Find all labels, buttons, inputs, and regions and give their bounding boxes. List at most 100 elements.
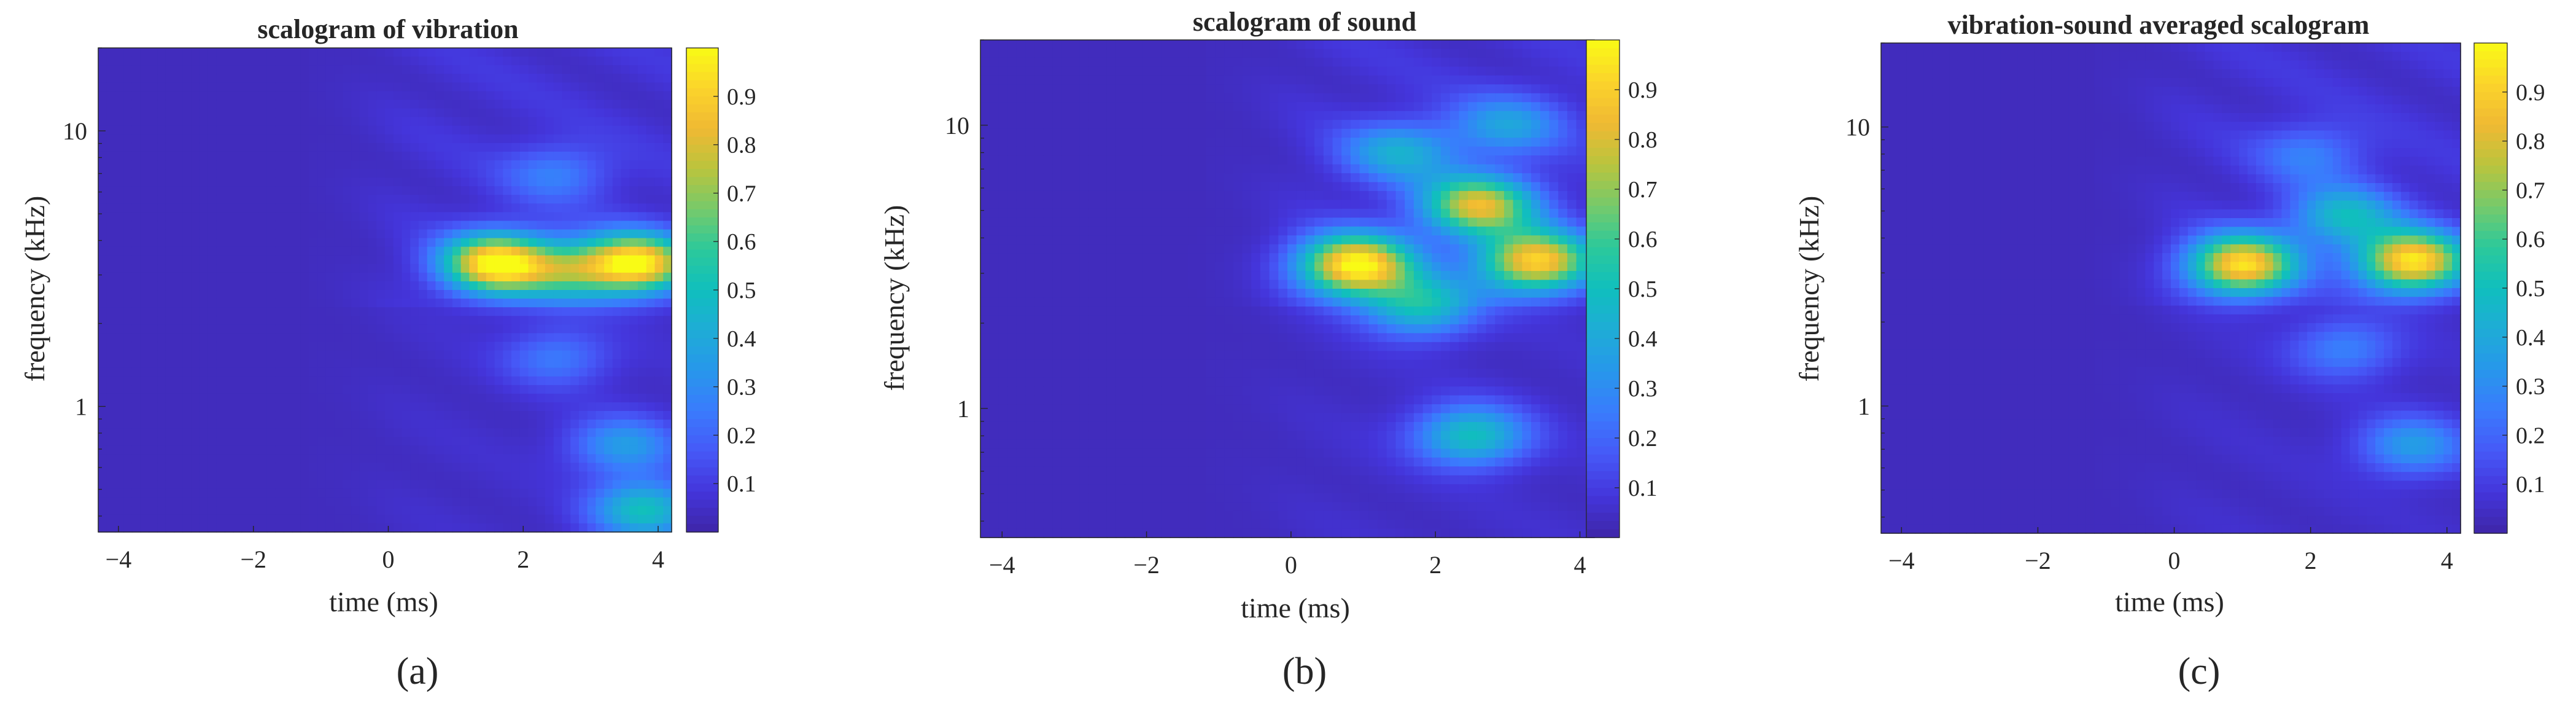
heatmap-cell [368,489,378,498]
heatmap-cell [292,333,301,342]
heatmap-cell [478,428,487,437]
heatmap-cell [435,342,444,351]
heatmap-cell [141,445,150,455]
heatmap-cell [242,273,251,282]
heatmap-cell [233,472,242,481]
heatmap-cell [1071,386,1080,396]
heatmap-cell [588,160,597,170]
heatmap-cell [1125,448,1135,458]
heatmap-cell [343,65,352,74]
heatmap-cell [1034,76,1044,85]
heatmap-cell [275,351,284,360]
heatmap-cell [132,230,141,239]
heatmap-cell [646,368,656,377]
heatmap-cell [1080,297,1090,307]
heatmap-cell [1088,396,1098,405]
heatmap-cell [511,299,521,308]
heatmap-cell [663,281,672,291]
heatmap-cell [461,203,470,213]
heatmap-cell [1080,475,1090,485]
heatmap-cell [191,57,200,66]
heatmap-cell [452,169,462,178]
heatmap-cell [385,445,394,455]
heatmap-cell [478,152,487,161]
heatmap-cell [613,377,622,386]
heatmap-cell [1053,360,1063,369]
heatmap-cell [588,299,597,308]
heatmap-cell [638,126,647,135]
heatmap-cell [520,221,529,230]
heatmap-cell [1017,111,1026,120]
heatmap-cell [258,351,268,360]
heatmap-cell [216,498,225,507]
heatmap-cell [301,126,310,135]
heatmap-cell [309,109,318,118]
heatmap-cell [537,100,546,109]
heatmap-cell [570,135,580,144]
heatmap-cell [326,203,335,213]
heatmap-cell [1143,466,1153,475]
heatmap-cell [1143,227,1153,236]
heatmap-cell [1107,333,1117,342]
heatmap-cell [579,82,588,92]
heatmap-cell [486,169,495,178]
heatmap-cell [1034,289,1044,298]
heatmap-cell [537,281,546,291]
heatmap-cell [335,74,344,83]
heatmap-cell [486,377,495,386]
heatmap-cell [1007,404,1017,413]
heatmap-cell [216,152,225,161]
heatmap-cell [1143,440,1153,449]
heatmap-cell [1044,235,1053,245]
heatmap-cell [663,160,672,170]
heatmap-cell [200,117,209,127]
heatmap-cell [621,256,630,265]
heatmap-cell [461,100,470,109]
heatmap-cell [301,203,310,213]
heatmap-cell [1088,217,1098,227]
heatmap-cell [1061,147,1071,156]
heatmap-cell [351,506,360,515]
heatmap-cell [326,152,335,161]
heatmap-cell [141,143,150,152]
heatmap-cell [284,437,293,446]
heatmap-cell [570,385,580,394]
heatmap-cell [596,411,605,420]
heatmap-cell [98,57,107,66]
heatmap-cell [326,498,335,507]
heatmap-cell [638,428,647,437]
heatmap-cell [376,498,386,507]
heatmap-cell [1007,66,1017,76]
heatmap-cell [1080,378,1090,387]
heatmap-cell [469,480,478,490]
heatmap-cell [225,143,234,152]
heatmap-cell [200,247,209,256]
colorbar-segment [686,491,718,500]
heatmap-cell [435,48,444,57]
heatmap-cell [588,385,597,394]
heatmap-cell [233,411,242,420]
heatmap-cell [495,316,504,325]
heatmap-cell [461,169,470,178]
heatmap-cell [478,109,487,118]
heatmap-cell [149,480,158,490]
heatmap-cell [478,256,487,265]
heatmap-cell [368,498,378,507]
heatmap-cell [638,178,647,187]
heatmap-cell [537,498,546,507]
heatmap-cell [250,91,259,100]
heatmap-cell [410,57,419,66]
heatmap-cell [317,126,327,135]
heatmap-cell [123,109,133,118]
heatmap-cell [554,316,563,325]
heatmap-cell [998,253,1008,262]
heatmap-cell [1088,386,1098,396]
heatmap-cell [478,385,487,394]
heatmap-cell [486,178,495,187]
heatmap-cell [427,290,436,299]
heatmap-cell [284,109,293,118]
heatmap-cell [1080,280,1090,289]
heatmap-cell [646,377,656,386]
heatmap-cell [250,506,259,515]
heatmap-cell [141,351,150,360]
